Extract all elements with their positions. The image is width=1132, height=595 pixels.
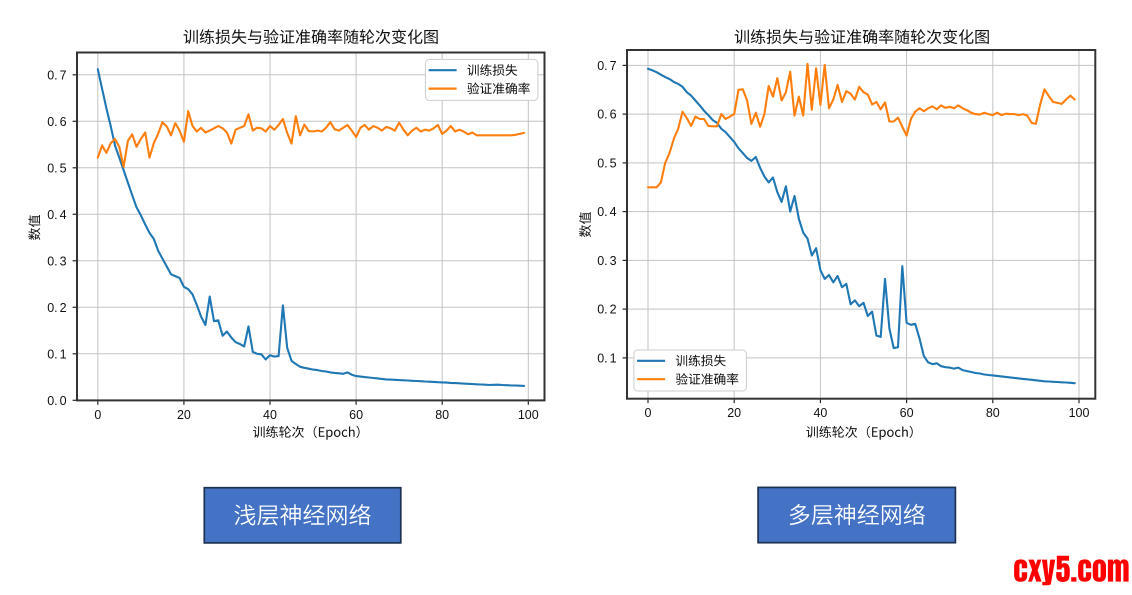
svg-text:0.5: 0. 5 — [47, 161, 66, 175]
svg-text:80: 80 — [435, 408, 449, 422]
svg-text:60: 60 — [900, 406, 914, 420]
svg-text:60: 60 — [349, 408, 363, 422]
svg-text:0.2: 0. 2 — [597, 303, 616, 317]
svg-text:80: 80 — [986, 406, 1000, 420]
svg-text:0.4: 0. 4 — [597, 205, 616, 219]
svg-text:0: 0 — [94, 408, 101, 422]
svg-text:20: 20 — [177, 408, 191, 422]
svg-text:0.6: 0. 6 — [47, 115, 66, 129]
svg-text:0.3: 0. 3 — [597, 254, 616, 268]
svg-text:20: 20 — [727, 406, 741, 420]
svg-text:0.2: 0. 2 — [47, 301, 66, 315]
svg-text:0.3: 0. 3 — [47, 254, 66, 268]
svg-text:40: 40 — [813, 406, 827, 420]
svg-text:0.1: 0. 1 — [47, 347, 66, 361]
svg-text:0.4: 0. 4 — [47, 208, 66, 222]
svg-text:0.1: 0. 1 — [597, 351, 616, 365]
svg-text:0.7: 0. 7 — [597, 59, 616, 73]
svg-text:0.7: 0. 7 — [47, 68, 66, 82]
svg-text:40: 40 — [263, 408, 277, 422]
svg-text:0.6: 0. 6 — [597, 108, 616, 122]
svg-text:0.0: 0. 0 — [47, 394, 66, 408]
svg-text:100: 100 — [518, 408, 539, 422]
svg-text:0.5: 0. 5 — [597, 156, 616, 170]
svg-text:0: 0 — [645, 406, 652, 420]
svg-text:100: 100 — [1069, 406, 1090, 420]
